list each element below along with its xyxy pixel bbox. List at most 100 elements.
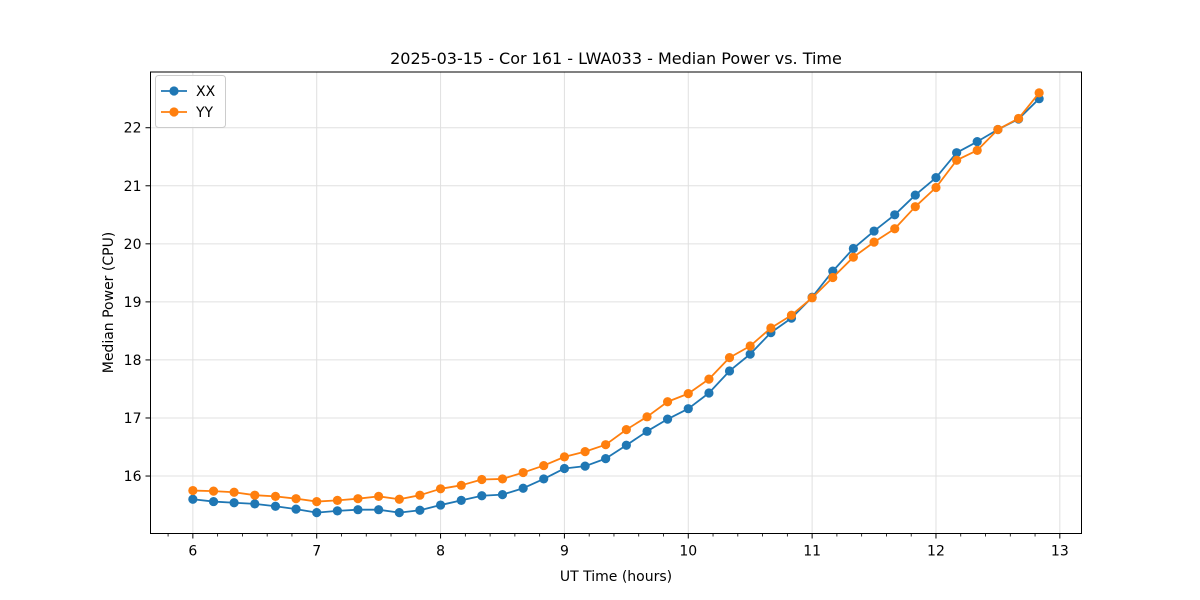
data-point-marker xyxy=(415,490,425,500)
data-point-marker xyxy=(683,404,693,414)
data-point-marker xyxy=(518,483,528,493)
x-tick-label: 12 xyxy=(927,544,945,560)
legend-label-xx: XX xyxy=(196,84,216,100)
data-point-marker xyxy=(332,495,342,506)
data-point-marker xyxy=(435,500,446,510)
series-layer xyxy=(188,88,1044,518)
data-point-marker xyxy=(848,243,858,254)
data-point-marker xyxy=(188,494,198,504)
data-point-marker xyxy=(477,491,487,501)
data-point-marker xyxy=(931,182,941,193)
data-point-marker xyxy=(869,226,879,236)
data-point-marker xyxy=(539,460,549,471)
data-point-marker xyxy=(828,272,838,283)
data-point-marker xyxy=(229,487,239,497)
x-tick-label: 13 xyxy=(1051,544,1069,560)
data-point-marker xyxy=(621,440,631,450)
y-tick-label: 19 xyxy=(124,295,142,311)
data-point-marker xyxy=(312,496,322,507)
y-tick-label: 21 xyxy=(124,179,142,195)
data-point-marker xyxy=(332,506,342,516)
data-point-marker xyxy=(704,388,714,398)
data-point-marker xyxy=(662,397,673,407)
data-point-marker xyxy=(642,426,652,436)
x-axis-label: UT Time (hours) xyxy=(560,569,672,585)
data-point-marker xyxy=(724,366,735,376)
data-point-marker xyxy=(312,507,322,518)
data-point-marker xyxy=(1013,113,1024,124)
data-point-marker xyxy=(518,467,528,478)
x-tick-label: 11 xyxy=(803,544,821,560)
y-tick-label: 22 xyxy=(124,121,142,137)
data-point-marker xyxy=(208,496,219,507)
data-point-marker xyxy=(394,494,404,504)
data-point-marker xyxy=(869,237,879,247)
data-point-marker xyxy=(415,505,425,515)
data-point-marker xyxy=(270,501,281,511)
data-point-marker xyxy=(601,440,611,450)
data-point-marker xyxy=(539,474,549,484)
data-point-marker xyxy=(910,202,920,212)
data-point-marker xyxy=(559,463,570,474)
x-tick-label: 6 xyxy=(188,544,197,560)
data-point-marker xyxy=(621,424,631,435)
data-point-marker xyxy=(745,349,755,359)
legend-marker-xx-icon xyxy=(169,86,179,96)
data-point-marker xyxy=(353,505,363,515)
data-point-marker xyxy=(766,323,776,333)
data-point-marker xyxy=(993,124,1003,135)
y-tick-label: 16 xyxy=(124,469,142,485)
data-point-marker xyxy=(1034,88,1044,98)
grid-layer xyxy=(150,72,1082,534)
data-point-marker xyxy=(828,266,838,276)
x-tick-label: 7 xyxy=(312,544,321,560)
data-point-marker xyxy=(374,505,384,515)
data-point-marker xyxy=(807,293,817,303)
data-point-marker xyxy=(250,499,260,509)
data-point-marker xyxy=(786,310,797,320)
data-point-marker xyxy=(497,474,508,484)
data-point-marker xyxy=(683,389,693,399)
axis-tick-layer xyxy=(145,127,1061,539)
data-point-marker xyxy=(456,480,466,490)
data-point-marker xyxy=(662,414,673,424)
x-tick-label: 9 xyxy=(560,544,569,560)
x-tick-label: 8 xyxy=(436,544,445,560)
data-point-marker xyxy=(559,452,570,462)
data-point-marker xyxy=(972,137,982,147)
legend-label-yy: YY xyxy=(195,105,214,121)
legend: XX YY xyxy=(155,75,226,128)
data-point-marker xyxy=(208,486,219,496)
data-point-marker xyxy=(250,490,260,500)
data-point-marker xyxy=(642,412,652,422)
data-point-marker xyxy=(890,224,900,234)
data-point-marker xyxy=(890,210,900,220)
chart-title: 2025-03-15 - Cor 161 - LWA033 - Median P… xyxy=(390,49,842,68)
data-point-marker xyxy=(456,495,466,506)
data-point-marker xyxy=(910,190,920,200)
series-xx-line xyxy=(191,97,1041,514)
y-tick-label: 17 xyxy=(124,411,142,427)
series-yy xyxy=(188,88,1044,507)
data-point-marker xyxy=(374,491,384,501)
data-point-marker xyxy=(229,498,239,508)
series-xx xyxy=(188,94,1044,518)
data-point-marker xyxy=(497,490,508,500)
y-tick-label: 18 xyxy=(124,353,142,369)
data-point-marker xyxy=(952,155,962,165)
data-point-marker xyxy=(270,491,281,501)
data-point-marker xyxy=(601,454,611,464)
data-point-marker xyxy=(704,374,714,384)
data-point-marker xyxy=(580,461,590,471)
data-point-marker xyxy=(291,494,301,504)
data-point-marker xyxy=(394,507,404,518)
data-point-marker xyxy=(848,252,858,262)
data-point-marker xyxy=(972,145,982,155)
data-point-marker xyxy=(724,353,735,363)
series-yy-line xyxy=(191,92,1041,503)
y-tick-label: 20 xyxy=(124,237,142,253)
data-point-marker xyxy=(291,504,301,514)
data-point-marker xyxy=(580,447,590,457)
